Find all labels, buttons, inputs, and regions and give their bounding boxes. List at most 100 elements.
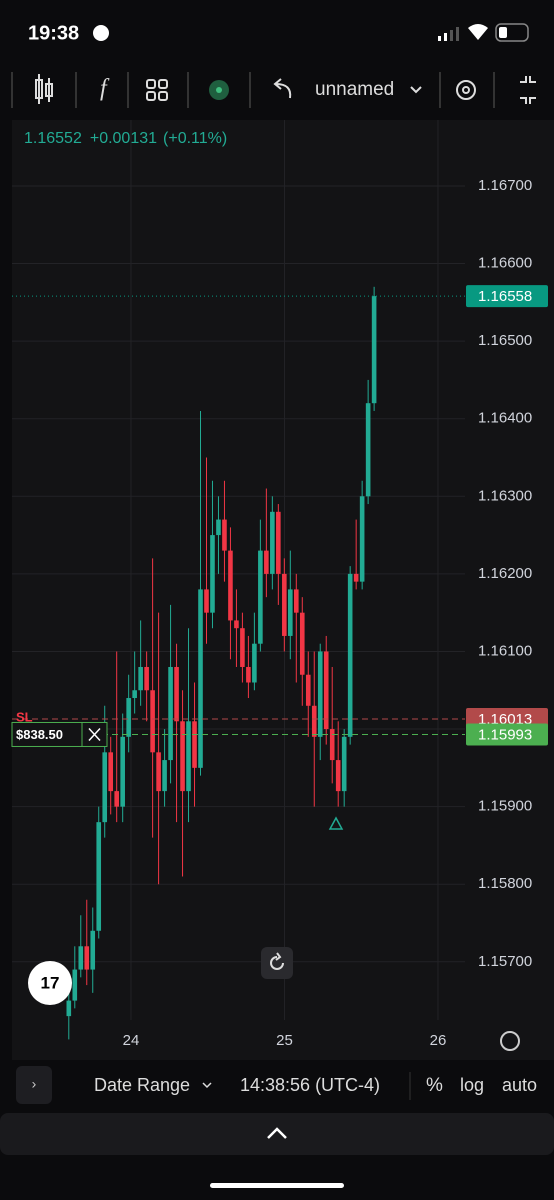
y-tick-label: 1.16400 — [478, 410, 532, 427]
y-tick-label: 1.16300 — [478, 487, 532, 504]
indicators-button[interactable]: f — [100, 76, 110, 102]
candle-body — [210, 535, 215, 613]
candle-body — [329, 729, 335, 761]
candle-body — [192, 721, 197, 768]
candle-body — [365, 403, 371, 497]
location-icon — [93, 25, 109, 41]
candle-body — [335, 760, 341, 792]
x-tick-label: 25 — [276, 1032, 293, 1049]
y-tick-label: 1.16700 — [478, 177, 532, 194]
y-tick-label: 1.16500 — [478, 332, 532, 349]
y-tick-label: 1.15800 — [478, 875, 532, 892]
reset-icon — [270, 952, 284, 970]
candle-body — [222, 519, 227, 551]
date-range-button[interactable]: Date Range — [94, 1075, 190, 1095]
home-indicator — [210, 1183, 344, 1188]
candle-body — [174, 666, 179, 722]
candle-body — [305, 674, 311, 706]
alert-marker — [328, 816, 344, 830]
collapse-panel[interactable] — [0, 1113, 554, 1155]
y-tick-label: 1.16200 — [478, 565, 532, 582]
candle-body — [78, 946, 84, 970]
price-tag-label: 1.15993 — [478, 726, 532, 743]
quote-header: 1.16552 +0.00131 (+0.11%) — [24, 130, 227, 147]
y-tick-label: 1.15700 — [478, 953, 532, 970]
chart: 1.157001.158001.159001.160001.161001.162… — [11, 120, 548, 1049]
candle-body — [84, 946, 90, 970]
price-tag — [466, 723, 548, 746]
y-tick-label: 1.16600 — [478, 255, 532, 272]
candle-body — [293, 589, 299, 613]
candle-body — [311, 705, 317, 737]
candle-body — [138, 666, 143, 691]
layout-name[interactable]: unnamed — [315, 79, 394, 100]
candle-body — [288, 589, 293, 636]
wifi-icon — [468, 24, 488, 40]
candle-body — [96, 822, 102, 931]
candle-body — [234, 620, 239, 629]
signal-icon — [438, 27, 459, 41]
candle-body — [252, 643, 257, 683]
candle-body — [168, 666, 173, 761]
candle-body — [108, 752, 114, 792]
stop-loss-label: SL — [16, 709, 33, 724]
candle-body — [264, 550, 269, 574]
candle-body — [240, 628, 245, 667]
quote-percent: (+0.11%) — [163, 130, 227, 147]
expand-button[interactable] — [16, 1066, 52, 1104]
layout-menu-chevron[interactable] — [410, 86, 422, 94]
candle-body — [282, 573, 287, 636]
percent-button[interactable]: % — [426, 1075, 443, 1096]
log-button[interactable]: log — [460, 1075, 484, 1095]
candle-body — [216, 519, 221, 536]
reset-button[interactable] — [261, 947, 293, 979]
candle-body — [126, 698, 131, 737]
battery-level — [499, 27, 507, 38]
y-tick-label: 1.15900 — [478, 798, 532, 815]
tradingview-logo: 17 — [28, 961, 72, 1005]
candle-body — [150, 690, 155, 753]
fullscreen-button[interactable] — [520, 76, 536, 104]
chart-type-button[interactable] — [35, 74, 53, 104]
candle-body — [228, 550, 233, 621]
candle-body — [156, 752, 161, 792]
candle-body — [299, 612, 305, 675]
settings-center — [462, 86, 470, 94]
x-tick-label: 26 — [430, 1032, 447, 1049]
undo-button[interactable] — [273, 78, 292, 99]
auto-button[interactable]: auto — [502, 1075, 537, 1095]
candle-body — [90, 930, 96, 970]
toolbar: f unnamed — [11, 72, 536, 108]
svg-text:17: 17 — [41, 973, 60, 992]
candle-body — [180, 721, 185, 792]
candle-body — [144, 666, 149, 691]
candle-body — [317, 651, 323, 737]
price-tag-label: 1.16558 — [478, 288, 532, 305]
candle-body — [204, 589, 209, 613]
expand-icon: › — [32, 1076, 37, 1092]
candle-body — [66, 1000, 72, 1017]
battery-icon — [495, 23, 529, 42]
price-tag — [466, 285, 548, 308]
clock: 14:38:56 (UTC-4) — [240, 1075, 380, 1095]
candle-body — [132, 690, 137, 699]
layout-button[interactable] — [146, 79, 168, 101]
candle-body — [359, 496, 365, 582]
candle-body — [323, 651, 329, 730]
candle-body — [276, 511, 281, 574]
candle-body — [186, 721, 191, 792]
candle-body — [347, 573, 353, 737]
candle-body — [102, 752, 108, 823]
close-icon — [88, 727, 101, 741]
candle-body — [72, 969, 78, 1001]
candle-body — [258, 550, 263, 644]
settings-button[interactable] — [456, 80, 476, 100]
quote-change: +0.00131 — [90, 130, 157, 147]
replay-dot — [216, 87, 222, 93]
quote-price: 1.16552 — [24, 130, 82, 147]
candle-body — [246, 666, 251, 683]
candle-body — [114, 791, 119, 807]
axis-settings-button[interactable] — [500, 1031, 520, 1051]
